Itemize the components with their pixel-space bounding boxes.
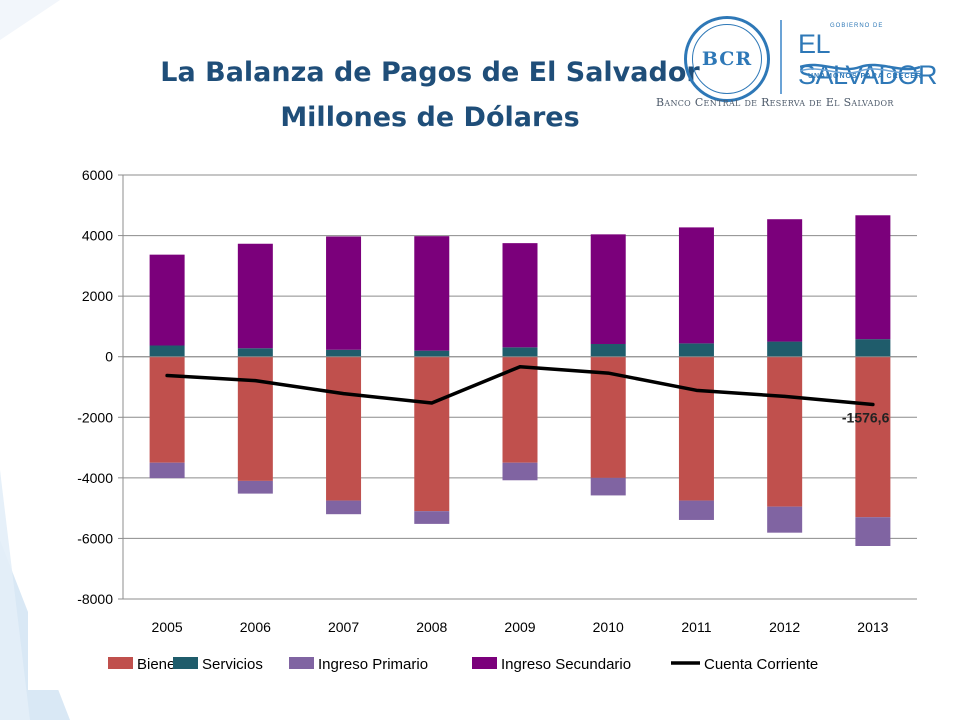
y-tick-label: 2000 (82, 288, 113, 304)
bar-bienes (855, 356, 891, 518)
bar-ingreso-secundario (767, 219, 803, 342)
bar-ingreso-primario (855, 517, 891, 546)
bar-bienes (767, 356, 803, 507)
data-label: -1576,6 (842, 409, 890, 425)
legend-swatch-ingreso-primario (289, 657, 314, 669)
logo-wave-icon (800, 63, 920, 74)
bar-servicios (237, 348, 273, 357)
y-tick-label: 6000 (82, 167, 113, 183)
legend-swatch-servicios (173, 657, 198, 669)
legend-swatch-ingreso-secundario (472, 657, 497, 669)
y-tick-label: 0 (105, 349, 113, 365)
bar-ingreso-secundario (237, 243, 273, 349)
x-tick-label: 2011 (681, 619, 711, 635)
legend-label-ingreso-secundario: Ingreso Secundario (501, 656, 631, 673)
bar-ingreso-primario (237, 480, 273, 494)
bar-ingreso-primario (149, 462, 185, 479)
x-tick-label: 2010 (593, 619, 624, 635)
y-tick-label: 4000 (82, 228, 113, 244)
bar-ingreso-primario (414, 511, 450, 524)
bcr-seal: BCR (684, 16, 770, 102)
bar-bienes (678, 356, 714, 501)
legend-swatch-bienes (108, 657, 133, 669)
bar-ingreso-secundario (149, 254, 185, 346)
slide-title: La Balanza de Pagos de El Salvador Millo… (0, 50, 860, 140)
bar-servicios (414, 350, 450, 357)
bar-bienes (414, 356, 450, 512)
x-tick-label: 2005 (152, 619, 183, 635)
bar-servicios (149, 345, 185, 357)
bar-ingreso-primario (678, 500, 714, 520)
y-tick-label: -8000 (77, 591, 113, 607)
legend-label-ingreso-primario: Ingreso Primario (318, 656, 428, 673)
y-tick-label: -4000 (77, 470, 113, 486)
bar-ingreso-secundario (678, 227, 714, 344)
x-tick-label: 2012 (769, 619, 800, 635)
slide-title-line1: La Balanza de Pagos de El Salvador (160, 57, 700, 88)
cuenta-corriente-point (783, 394, 787, 398)
logo-slogan: UNÁMONOS PARA CRECER (808, 73, 923, 80)
bar-ingreso-primario (767, 506, 803, 533)
x-tick-label: 2013 (857, 619, 888, 635)
slide-title-line2: Millones de Dólares (280, 102, 580, 133)
y-tick-label: -2000 (77, 409, 113, 425)
cuenta-corriente-point (694, 388, 698, 392)
x-tick-label: 2006 (240, 619, 271, 635)
bar-bienes (326, 356, 362, 501)
bcr-monogram: BCR (692, 24, 762, 94)
bar-bienes (149, 356, 185, 463)
bar-bienes (237, 356, 273, 481)
bar-ingreso-secundario (414, 236, 450, 351)
bar-ingreso-primario (502, 462, 538, 481)
x-tick-label: 2009 (504, 619, 535, 635)
logo-bank-name: Banco Central de Reserva de El Salvador (656, 96, 894, 109)
legend-label-bienes: Bienes (137, 656, 183, 673)
bar-ingreso-secundario (590, 234, 626, 344)
x-tick-label: 2007 (328, 619, 359, 635)
bar-ingreso-secundario (326, 236, 362, 350)
bar-ingreso-primario (590, 477, 626, 496)
bar-ingreso-primario (326, 500, 362, 515)
bar-servicios (326, 349, 362, 357)
cuenta-corriente-point (606, 371, 610, 375)
cuenta-corriente-point (871, 402, 875, 406)
legend-label-cuenta-corriente: Cuenta Corriente (704, 656, 818, 673)
bar-servicios (678, 343, 714, 357)
legend-label-servicios: Servicios (202, 656, 263, 673)
cuenta-corriente-point (430, 401, 434, 405)
bar-servicios (590, 343, 626, 357)
cuenta-corriente-point (253, 379, 257, 383)
logo-small-text: GOBIERNO DE (830, 23, 884, 29)
y-tick-label: -6000 (77, 530, 113, 546)
bcr-logo: BCR GOBIERNO DE EL SALVADOR UNÁMONOS PAR… (640, 14, 940, 114)
cuenta-corriente-point (342, 392, 346, 396)
bar-servicios (502, 347, 538, 357)
bar-servicios (855, 339, 891, 357)
bar-ingreso-secundario (502, 243, 538, 348)
cuenta-corriente-point (165, 373, 169, 377)
x-tick-label: 2008 (416, 619, 447, 635)
cuenta-corriente-point (518, 365, 522, 369)
logo-separator (780, 20, 782, 94)
bar-ingreso-secundario (855, 215, 891, 340)
bar-servicios (767, 341, 803, 357)
bar-bienes (502, 356, 538, 463)
